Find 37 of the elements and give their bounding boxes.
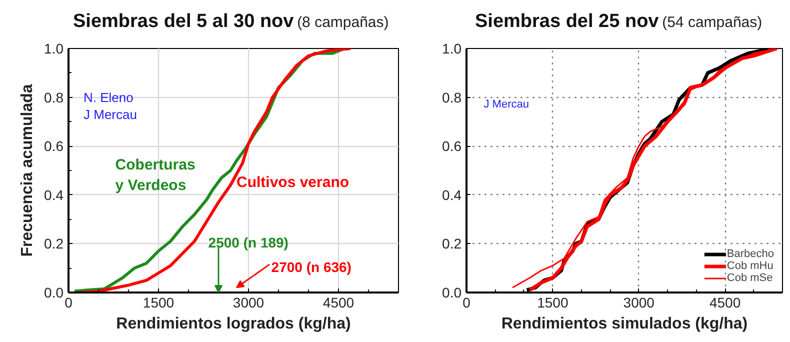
y-tick-label: 0.8: [44, 89, 64, 106]
x-tick-label: 4500: [322, 294, 354, 310]
x-tick-label: 0: [462, 294, 471, 310]
y-tick-label: 0.4: [442, 186, 462, 203]
legend-label: Cob mSe: [726, 272, 773, 284]
x-tick-label: 3000: [232, 294, 264, 310]
annotation: J Mercau: [84, 106, 137, 122]
legend-label: Barbecho: [726, 248, 774, 260]
y-tick-label: 0.0: [44, 284, 64, 300]
y-tick-label: 0.0: [442, 284, 462, 300]
legend-label: Cob mHu: [726, 260, 774, 272]
y-tick-label: 0.2: [44, 236, 64, 252]
y-tick-label: 1.0: [442, 40, 462, 56]
y-tick-label: 0.6: [442, 138, 462, 154]
chart-title: Siembras del 5 al 30 nov: [73, 11, 294, 32]
y-axis-title: Frecuencia acumulada: [19, 84, 36, 257]
x-tick-label: 0: [64, 294, 73, 310]
y-tick-label: 1.0: [44, 40, 64, 56]
annotation: Coberturas y Verdeos: [115, 156, 196, 194]
y-tick-label: 0.2: [442, 236, 462, 252]
x-tick-label: 1500: [537, 294, 568, 310]
x-tick-label: 4500: [709, 294, 741, 310]
y-tick-label: 0.4: [44, 186, 64, 203]
annotation: N. Eleno: [84, 90, 134, 105]
x-tick-label: 3000: [623, 294, 655, 310]
x-tick-label: 1500: [142, 294, 174, 310]
x-axis-title: Rendimientos logrados (kg/ha): [116, 316, 351, 332]
annotation: 2700 (n 636): [271, 258, 352, 275]
annotation: J Mercau: [484, 98, 529, 111]
chart-title: Siembras del 25 nov: [475, 11, 659, 32]
annotation: 2500 (n 189): [208, 234, 288, 250]
x-axis-title: Rendimientos simulados (kg/ha): [501, 316, 748, 332]
y-tick-label: 0.8: [442, 89, 462, 106]
annotation: Cultivos verano: [236, 174, 350, 192]
chart-subtitle: (54 campañas): [662, 14, 762, 31]
chart-subtitle: (8 campañas): [297, 14, 389, 31]
y-tick-label: 0.6: [44, 138, 64, 154]
